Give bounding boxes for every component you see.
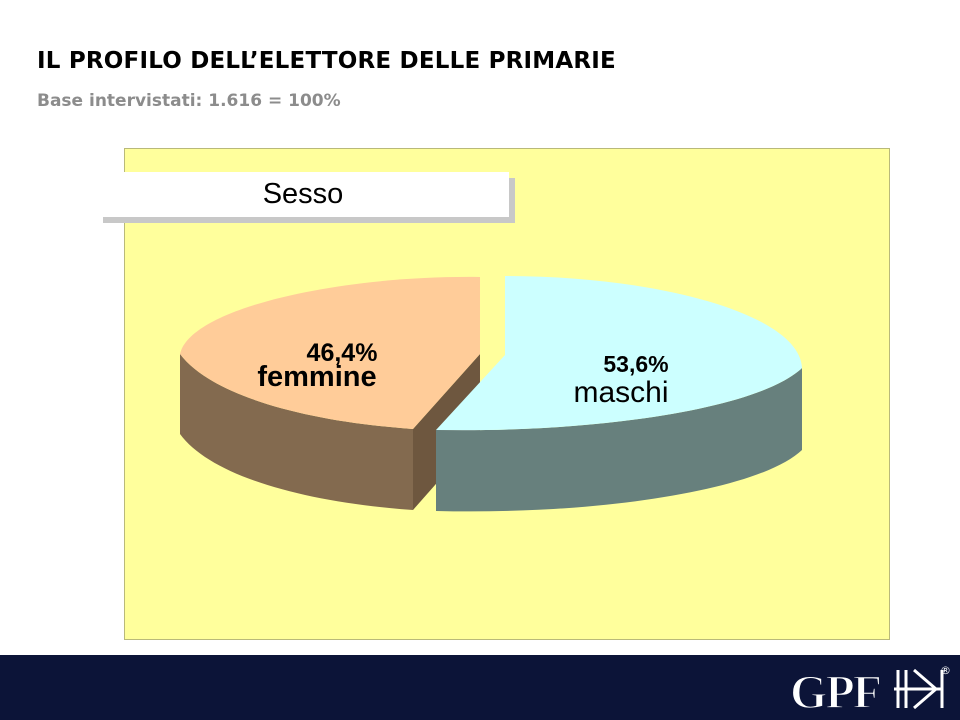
chart-title-box: Sesso [97, 172, 509, 217]
pie-slice-femmine [180, 276, 480, 510]
slide-title: IL PROFILO DELL’ELETTORE DELLE PRIMARIE [37, 48, 616, 74]
registered-mark: ® [940, 664, 950, 677]
pie-slice-maschi-side [436, 368, 802, 512]
pie-category-label-maschi: maschi [573, 376, 668, 409]
pie-slice-femmine-top [180, 276, 480, 429]
gpf-logo: GPF ® [790, 664, 950, 715]
slide-subtitle: Base intervistati: 1.616 = 100% [37, 91, 341, 111]
footer-bar [0, 655, 960, 720]
pie-slice-maschi [436, 276, 802, 512]
gpf-logo-text: GPF [790, 666, 881, 715]
gpf-logo-mark-icon [894, 668, 944, 710]
chart-title: Sesso [262, 178, 344, 210]
pie-value-label-maschi: 53,6% [603, 351, 668, 377]
pie-category-label-femmine: femmine [257, 361, 376, 393]
pie-slice-maschi-top [436, 276, 802, 431]
pie-slice-femmine-side [180, 354, 413, 510]
pie-value-label-femmine: 46,4% [307, 339, 378, 367]
